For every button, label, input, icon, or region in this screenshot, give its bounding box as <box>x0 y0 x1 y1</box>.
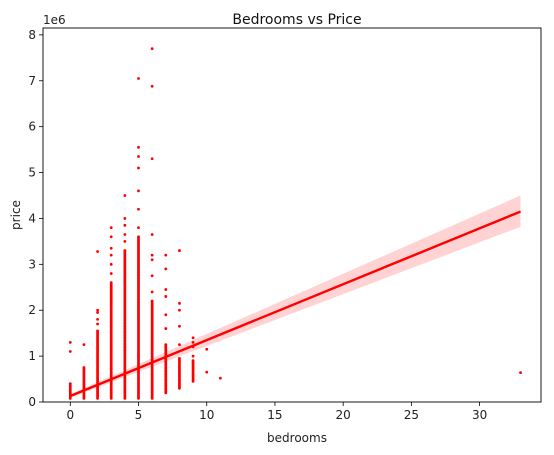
y-axis-label: price <box>9 200 23 230</box>
data-point <box>137 208 140 211</box>
y-tick-label: 0 <box>28 395 36 409</box>
data-point <box>123 194 126 197</box>
x-tick-label: 10 <box>199 408 214 422</box>
data-point <box>205 371 208 374</box>
data-point <box>192 341 195 344</box>
data-point <box>178 325 181 328</box>
data-point <box>110 272 113 275</box>
data-point <box>96 323 99 326</box>
data-point <box>178 357 181 360</box>
data-point <box>151 258 154 261</box>
y-tick-label: 6 <box>28 120 36 134</box>
plot-frame <box>43 28 541 402</box>
data-point <box>96 309 99 312</box>
data-point <box>123 240 126 243</box>
data-point <box>151 290 154 293</box>
data-point <box>137 146 140 149</box>
data-point <box>83 366 86 369</box>
data-point <box>151 47 154 50</box>
data-point <box>137 77 140 80</box>
y-tick-label: 8 <box>28 28 36 42</box>
data-point <box>164 327 167 330</box>
data-point <box>69 350 72 353</box>
data-point <box>164 313 167 316</box>
data-point <box>123 233 126 236</box>
data-point <box>205 348 208 351</box>
data-point <box>178 343 181 346</box>
data-point <box>151 157 154 160</box>
data-point <box>164 254 167 257</box>
data-point <box>110 254 113 257</box>
chart-title: Bedrooms vs Price <box>232 12 361 28</box>
data-point <box>110 247 113 250</box>
data-point <box>519 371 522 374</box>
data-point <box>96 250 99 253</box>
y-tick-label: 5 <box>28 166 36 180</box>
x-axis: 0 5 10 15 20 25 30 <box>66 402 487 422</box>
y-tick-label: 2 <box>28 303 36 317</box>
y-tick-label: 1 <box>28 349 36 363</box>
data-point <box>110 235 113 238</box>
data-point <box>137 235 140 238</box>
data-point <box>151 300 154 303</box>
x-axis-label: bedrooms <box>267 431 327 445</box>
data-point <box>96 318 99 321</box>
x-tick-label: 5 <box>135 408 143 422</box>
x-tick-label: 0 <box>66 408 74 422</box>
data-point <box>69 341 72 344</box>
y-tick-label: 7 <box>28 74 36 88</box>
data-point <box>123 217 126 220</box>
data-point <box>96 329 99 332</box>
y-axis: 0 1 2 3 4 5 6 7 8 <box>28 28 43 409</box>
data-point <box>123 249 126 252</box>
y-offset-label: 1e6 <box>43 13 66 27</box>
data-point <box>164 343 167 346</box>
data-point <box>110 226 113 229</box>
x-tick-label: 20 <box>336 408 351 422</box>
data-point <box>110 281 113 284</box>
data-point <box>151 274 154 277</box>
data-point <box>137 226 140 229</box>
data-point <box>137 190 140 193</box>
data-point <box>178 302 181 305</box>
data-points <box>69 47 522 399</box>
data-point <box>178 249 181 252</box>
data-point <box>164 295 167 298</box>
data-point <box>178 309 181 312</box>
data-point <box>151 233 154 236</box>
x-tick-label: 30 <box>472 408 487 422</box>
data-point <box>192 336 195 339</box>
x-tick-label: 15 <box>267 408 282 422</box>
data-point <box>123 224 126 227</box>
x-tick-label: 25 <box>404 408 419 422</box>
y-tick-label: 3 <box>28 257 36 271</box>
data-point <box>192 355 195 358</box>
data-point <box>151 85 154 88</box>
data-point <box>83 343 86 346</box>
data-point <box>137 167 140 170</box>
data-point <box>137 155 140 158</box>
data-point <box>151 254 154 257</box>
y-tick-label: 4 <box>28 211 36 225</box>
data-point <box>164 288 167 291</box>
data-point <box>110 263 113 266</box>
data-point <box>164 268 167 271</box>
data-point <box>69 382 72 385</box>
data-point <box>219 377 222 380</box>
data-point <box>192 359 195 362</box>
